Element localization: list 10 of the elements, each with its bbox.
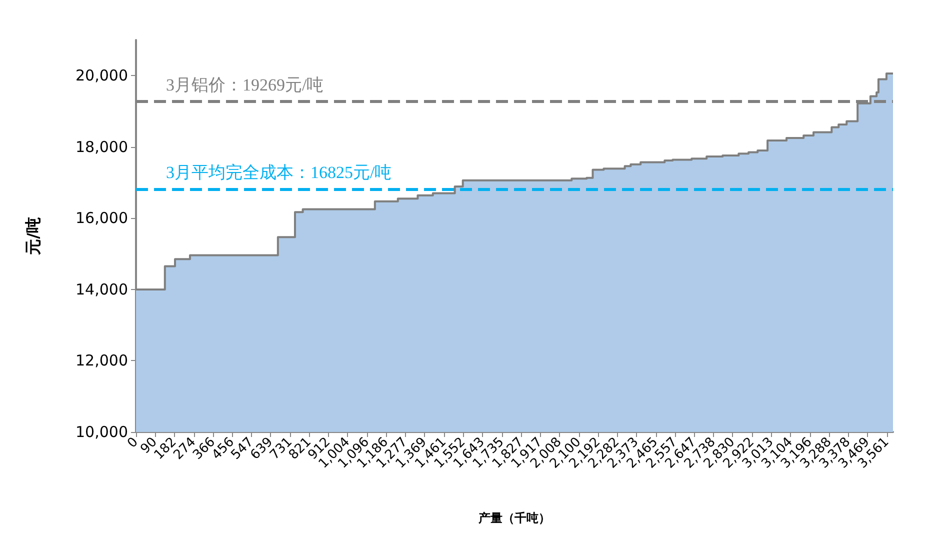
- x-axis-title: 产量（千吨）: [478, 511, 550, 525]
- y-tick-label: 10,000: [76, 423, 128, 441]
- y-tick-label: 18,000: [76, 138, 128, 156]
- y-tick-label: 16,000: [76, 209, 128, 228]
- ref-line-label: 3月平均完全成本：16825元/吨: [166, 162, 392, 182]
- y-tick-label: 14,000: [76, 280, 128, 298]
- y-tick-label: 12,000: [76, 352, 128, 370]
- y-axis-title: 元/吨: [24, 217, 42, 256]
- y-tick-label: 20,000: [76, 66, 128, 85]
- ref-line-label: 3月铝价：19269元/吨: [166, 76, 324, 95]
